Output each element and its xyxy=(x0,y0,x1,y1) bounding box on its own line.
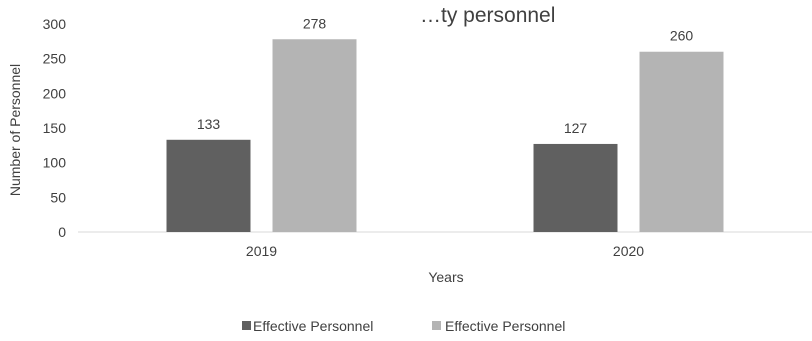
y-axis-ticks: 0 50 100 150 200 250 300 xyxy=(43,16,67,240)
x-axis-title: Years xyxy=(428,269,463,285)
data-label-2019-series-2: 278 xyxy=(303,15,327,31)
y-axis-title: Number of Personnel xyxy=(7,64,23,196)
y-tick-label: 50 xyxy=(50,189,66,205)
data-labels-group: 133 278 127 260 xyxy=(197,15,694,136)
legend-label-series-1: Effective Personnel xyxy=(253,318,373,334)
legend-swatch-series-2 xyxy=(432,321,441,330)
y-tick-label: 250 xyxy=(43,51,67,67)
legend-label-series-2: Effective Personnel xyxy=(445,318,565,334)
y-tick-label: 150 xyxy=(43,120,67,136)
x-tick-label-2019: 2019 xyxy=(246,243,277,259)
chart-title: …ty personnel xyxy=(420,4,555,27)
x-tick-label-2020: 2020 xyxy=(613,243,644,259)
y-tick-label: 0 xyxy=(58,224,66,240)
bars-group xyxy=(166,39,724,233)
bar-2020-series-2 xyxy=(639,51,724,232)
data-label-2020-series-2: 260 xyxy=(670,28,694,44)
bar-2019-series-1 xyxy=(166,139,251,232)
legend-swatch-series-1 xyxy=(242,321,251,330)
data-label-2020-series-1: 127 xyxy=(564,120,588,136)
y-tick-label: 100 xyxy=(43,155,67,171)
x-axis-ticks: 2019 2020 xyxy=(246,243,644,259)
y-tick-label: 200 xyxy=(43,85,67,101)
y-tick-label: 300 xyxy=(43,16,67,32)
bar-2019-series-2 xyxy=(272,39,357,233)
bar-2020-series-1 xyxy=(533,143,618,232)
data-label-2019-series-1: 133 xyxy=(197,116,221,132)
legend: Effective Personnel Effective Personnel xyxy=(242,318,565,334)
